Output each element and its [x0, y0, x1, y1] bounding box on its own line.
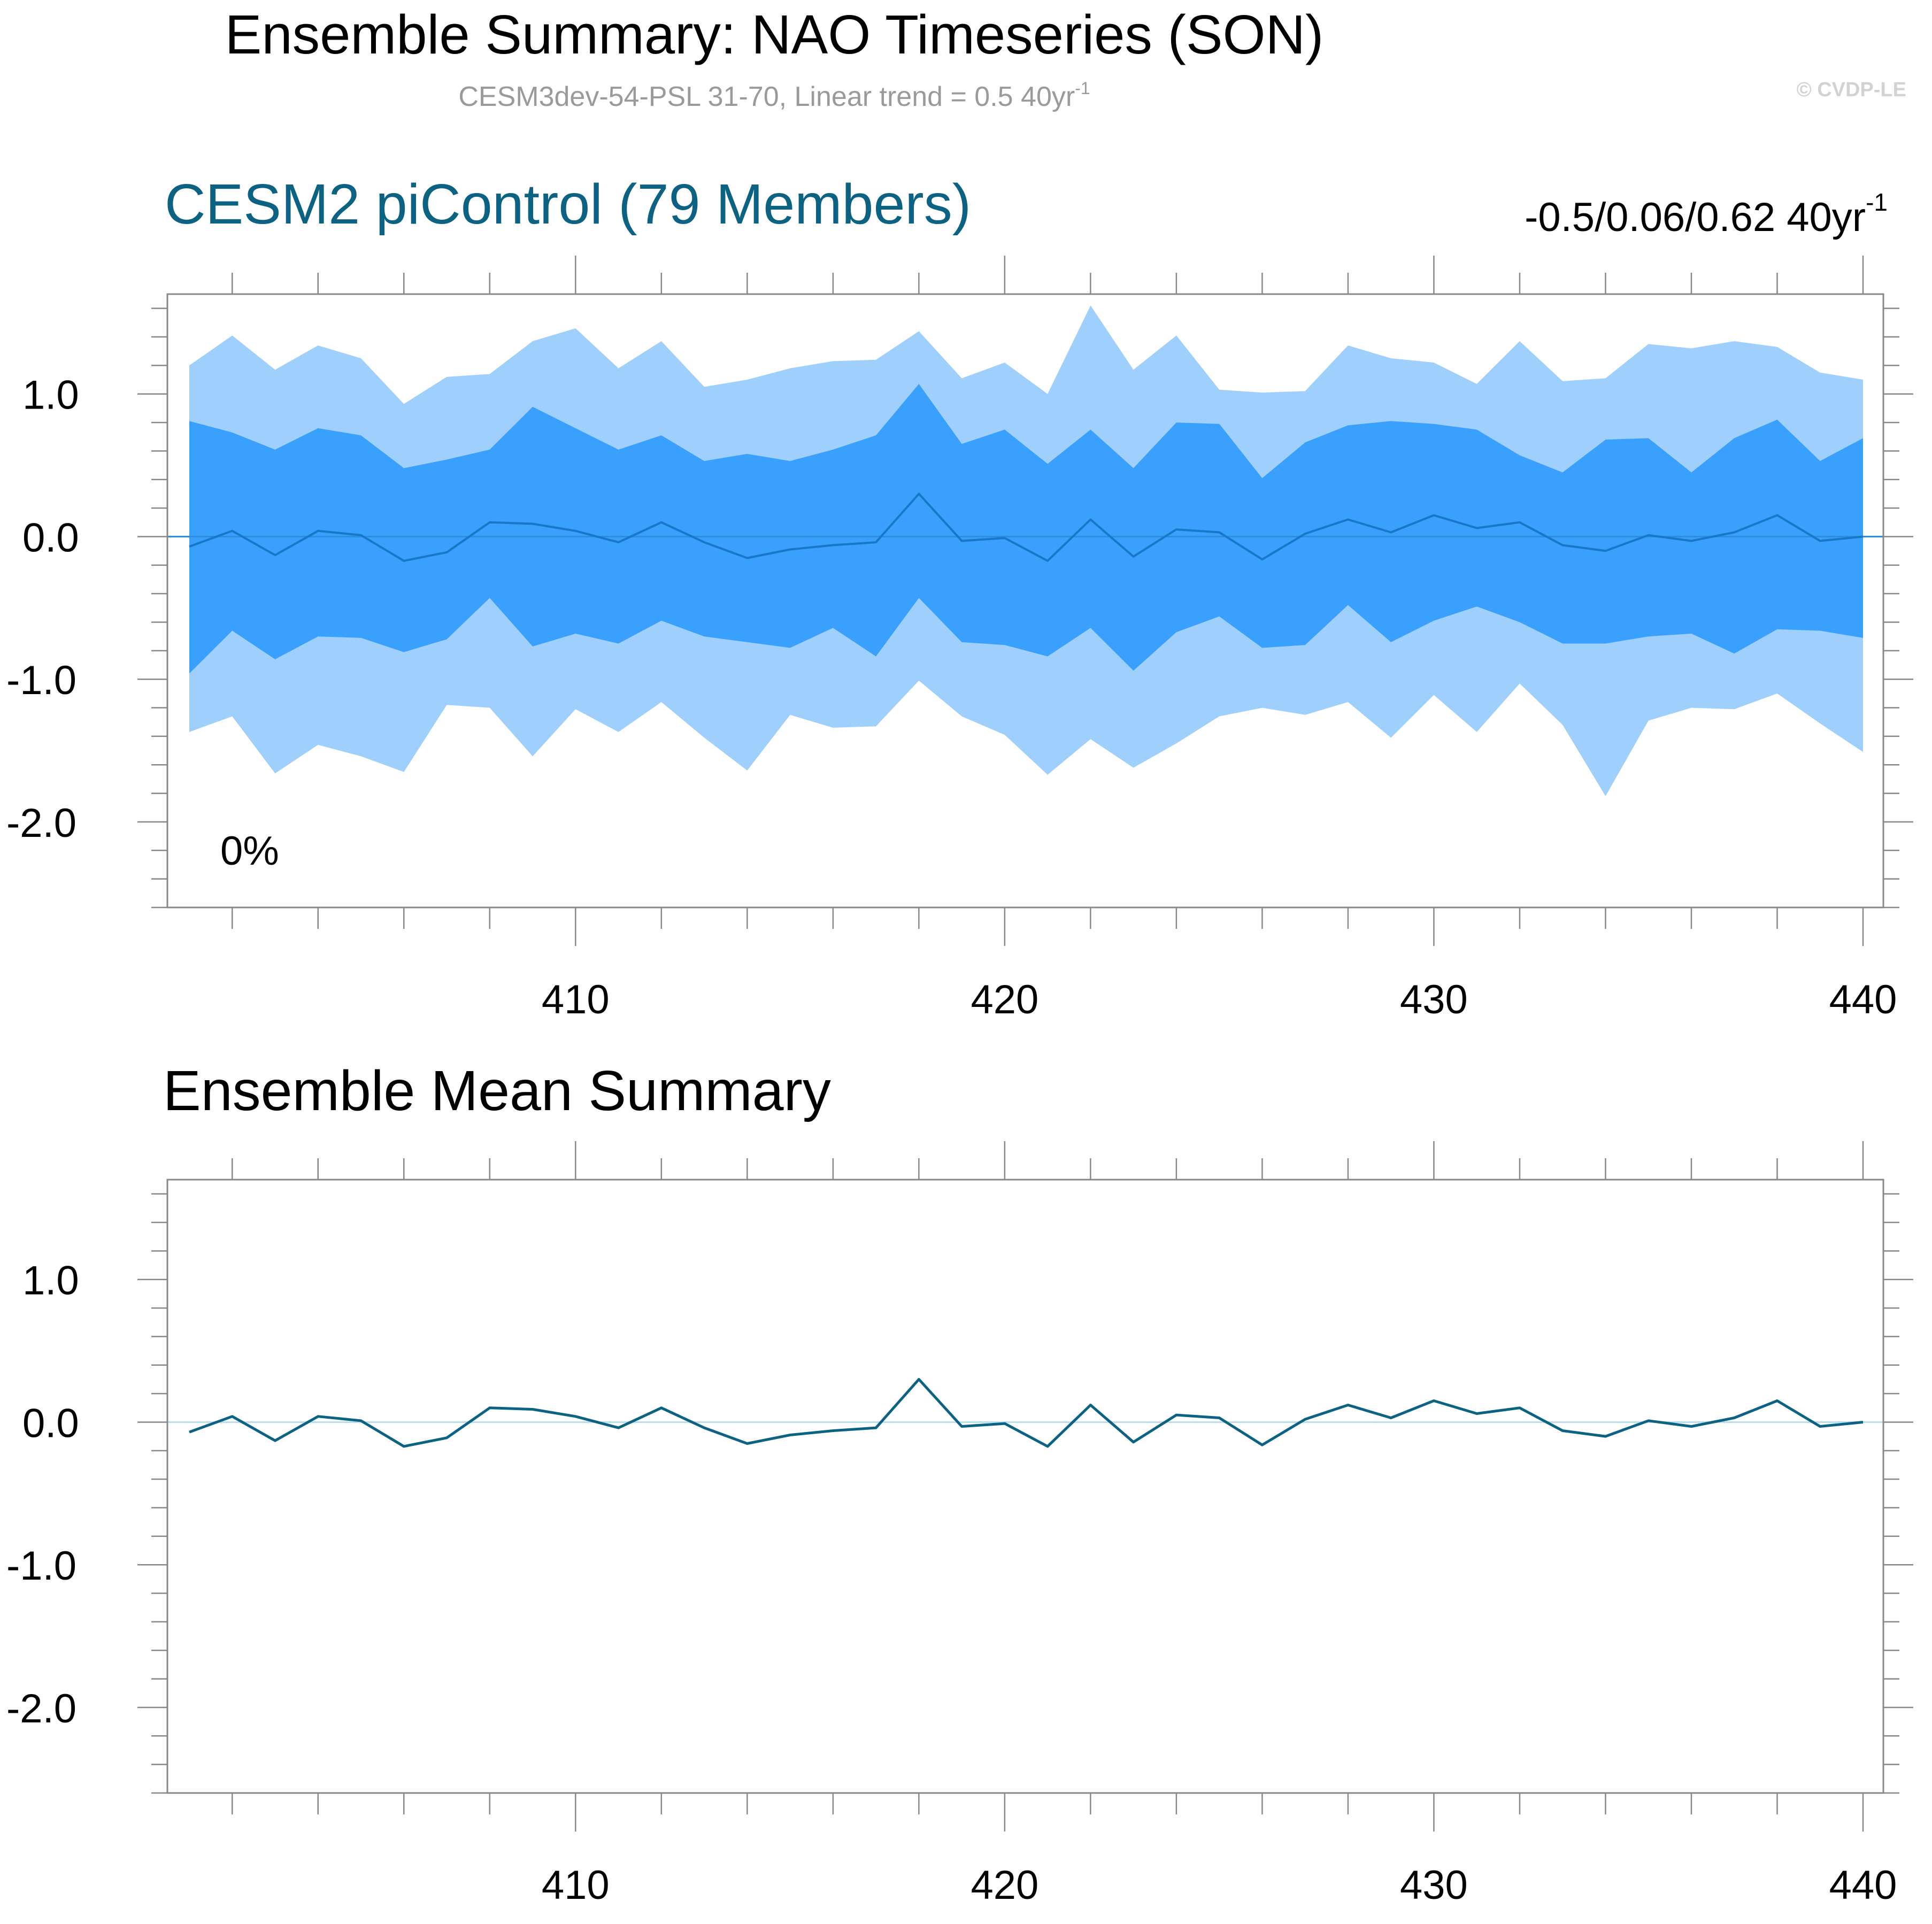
panel-1-xtick-label: 440: [1829, 977, 1897, 1022]
panel-2-axes: 1.0 0.0 -1.0 -2.0 410 420 430 440: [6, 1141, 1913, 1908]
percent-label: 0%: [220, 828, 279, 874]
copyright-label: © CVDP-LE: [1797, 79, 1906, 101]
panel-2-xtick-label: 420: [971, 1863, 1038, 1908]
main-title: Ensemble Summary: NAO Timeseries (SON): [225, 4, 1324, 65]
panel-1-ytick-label: -1.0: [6, 658, 76, 703]
panel-1-xtick-label: 420: [971, 977, 1038, 1022]
panel-2-ytick-label: 1.0: [22, 1258, 79, 1304]
ensemble-mean-line: [189, 492, 1864, 562]
subtitle: CESM3dev-54-PSL 31-70, Linear trend = 0.…: [458, 79, 1090, 112]
subtitle-superscript: -1: [1075, 79, 1090, 98]
ensemble-spread-bands: [189, 305, 1863, 796]
subtitle-text: CESM3dev-54-PSL 31-70, Linear trend = 0.…: [458, 81, 1075, 112]
panel-1-ytick-label: -2.0: [6, 801, 76, 846]
panel-1-plot-frame: [166, 293, 1884, 909]
ensemble-median-layer: [189, 492, 1864, 562]
ensemble-10-90-band: [189, 384, 1863, 674]
panel-1-ytick-label: 0.0: [22, 515, 79, 560]
panel-2-xtick-label: 410: [542, 1863, 610, 1908]
trend-label-text: -0.5/0.06/0.62 40yr: [1525, 195, 1866, 240]
panel-2-ytick-label: 0.0: [22, 1400, 79, 1446]
panel-2-xtick-label: 440: [1829, 1863, 1897, 1908]
ensemble-summary-panel: CESM2 piControl (79 Members) -0.5/0.06/0…: [6, 173, 1913, 1022]
panel-1-xtick-label: 410: [542, 977, 610, 1022]
panel-2-ytick-label: -2.0: [6, 1686, 76, 1731]
trend-label-superscript: -1: [1866, 188, 1888, 216]
panel-2-plot-frame: [166, 1179, 1884, 1794]
trend-label: -0.5/0.06/0.62 40yr-1: [1525, 188, 1888, 240]
ensemble-mean-layer: [189, 1377, 1864, 1448]
ensemble-mean-panel: Ensemble Mean Summary 1.0 0.0 -1.0 -2.0 410 4…: [6, 1059, 1913, 1908]
panel-2-title: Ensemble Mean Summary: [163, 1059, 831, 1122]
ensemble-mean-line: [189, 1377, 1864, 1448]
panel-2-xtick-label: 430: [1400, 1863, 1468, 1908]
panel-1-axes: 1.0 0.0 -1.0 -2.0 410 420 430 440: [6, 256, 1913, 1022]
panel-1-ytick-label: 1.0: [22, 373, 79, 418]
panel-1-title: CESM2 piControl (79 Members): [165, 173, 971, 236]
panel-1-xtick-label: 430: [1400, 977, 1468, 1022]
panel-2-ytick-label: -1.0: [6, 1543, 76, 1589]
